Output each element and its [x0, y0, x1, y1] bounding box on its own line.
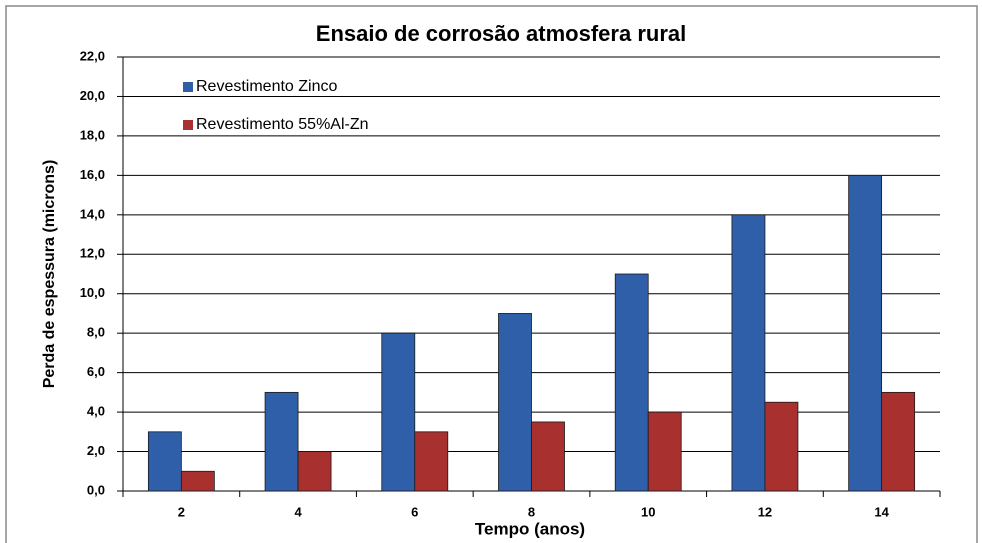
- y-tick-label: 8,0: [87, 325, 105, 340]
- y-tick-label: 12,0: [80, 246, 105, 261]
- y-tick-label: 14,0: [80, 206, 105, 221]
- y-tick-label: 16,0: [80, 167, 105, 182]
- bar: [180, 470, 215, 492]
- x-tick-label: 14: [874, 504, 889, 519]
- x-tick-label: 4: [294, 504, 302, 519]
- x-tick-label: 2: [178, 504, 185, 519]
- chart-title: Ensaio de corrosão atmosfera rural: [316, 21, 686, 46]
- y-axis-label: Perda de espessura (microns): [41, 160, 58, 389]
- bar: [647, 411, 682, 492]
- y-tick-label: 6,0: [87, 364, 105, 379]
- y-tick-label: 20,0: [80, 88, 105, 103]
- legend-swatch: [183, 120, 193, 130]
- bar: [731, 214, 766, 492]
- x-axis-label: Tempo (anos): [475, 519, 585, 538]
- bar: [848, 174, 883, 492]
- y-tick-label: 0,0: [87, 482, 105, 497]
- x-tick-label: 6: [411, 504, 418, 519]
- legend-label: Revestimento Zinco: [196, 78, 337, 95]
- y-tick-label: 10,0: [80, 285, 105, 300]
- legend-label: Revestimento 55%Al-Zn: [196, 116, 369, 133]
- x-tick-label: 12: [758, 504, 772, 519]
- bar: [498, 313, 532, 492]
- x-tick-label: 10: [641, 504, 655, 519]
- bar: [264, 391, 299, 492]
- bar: [764, 401, 799, 492]
- bar: [381, 332, 416, 492]
- y-tick-label: 4,0: [87, 404, 105, 419]
- y-tick-label: 18,0: [80, 127, 105, 142]
- y-tick-label: 2,0: [87, 443, 105, 458]
- x-tick-label: 8: [528, 504, 535, 519]
- bar: [614, 273, 649, 492]
- bar: [147, 431, 182, 492]
- legend-swatch: [183, 82, 193, 92]
- bar: [881, 391, 916, 492]
- bar: [531, 421, 565, 492]
- y-tick-label: 22,0: [80, 48, 105, 63]
- bar: [414, 431, 449, 492]
- bar: [297, 451, 332, 492]
